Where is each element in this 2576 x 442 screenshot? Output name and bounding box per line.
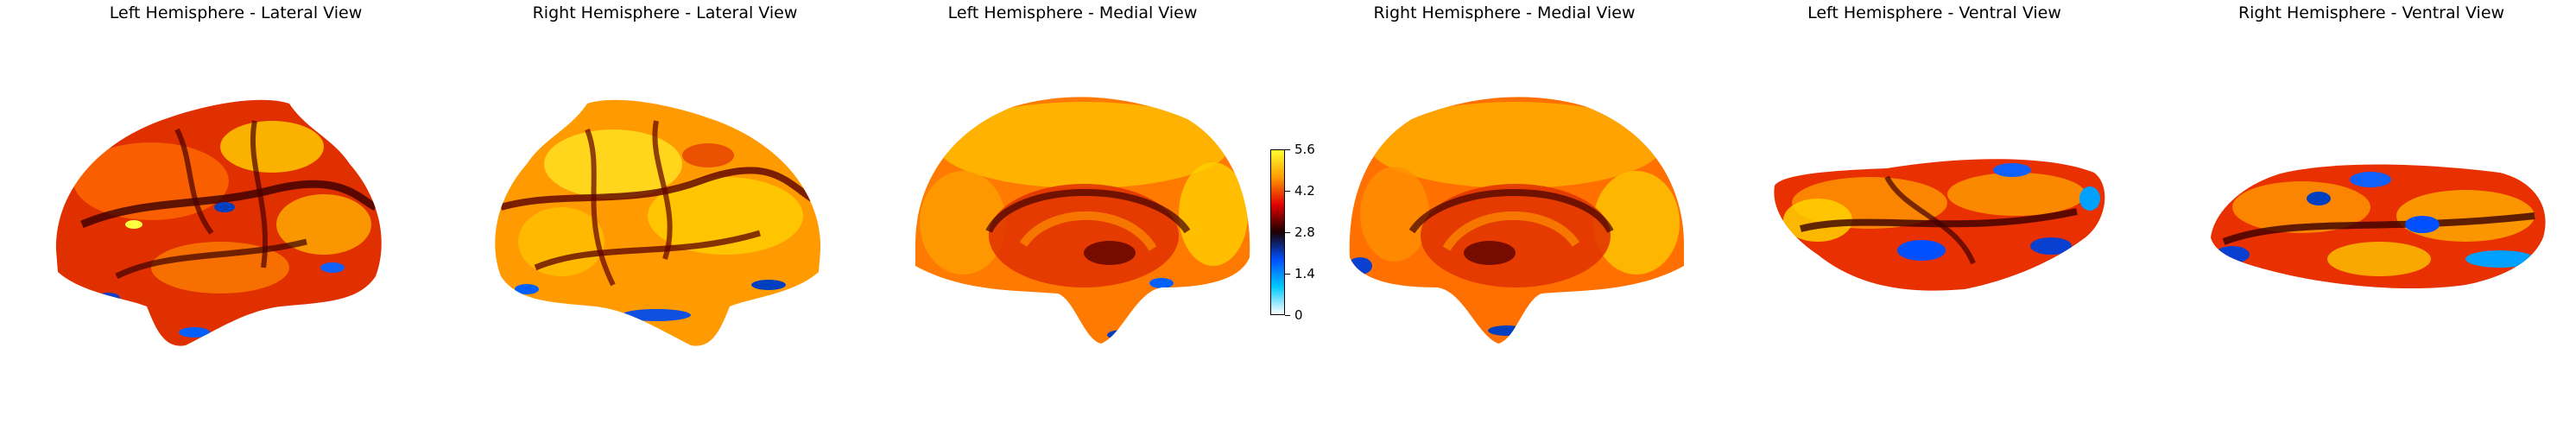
colorbar bbox=[1270, 149, 1285, 315]
brain-rh-medial bbox=[1349, 97, 1685, 344]
view-title-lh-ventral: Left Hemisphere - Ventral View bbox=[1807, 3, 2061, 22]
brain-lh-lateral bbox=[55, 99, 382, 346]
colorbar-tick-label: 1.4 bbox=[1294, 266, 1315, 281]
view-title-lh-medial: Left Hemisphere - Medial View bbox=[947, 3, 1198, 22]
colorbar-tick-mark bbox=[1285, 191, 1290, 192]
colorbar-tick-mark bbox=[1285, 149, 1290, 150]
colorbar-tick-mark bbox=[1285, 274, 1290, 275]
colorbar-tick-label: 0 bbox=[1294, 307, 1303, 323]
colorbar-tick-label: 4.2 bbox=[1294, 183, 1315, 199]
view-title-rh-lateral: Right Hemisphere - Lateral View bbox=[532, 3, 798, 22]
colorbar-tick-mark bbox=[1285, 315, 1290, 316]
brain-rh-ventral bbox=[2211, 164, 2546, 289]
brain-lh-medial bbox=[915, 97, 1250, 344]
view-title-lh-lateral: Left Hemisphere - Lateral View bbox=[109, 3, 363, 22]
colorbar-tick-mark bbox=[1285, 232, 1290, 233]
view-title-rh-medial: Right Hemisphere - Medial View bbox=[1373, 3, 1636, 22]
colorbar-tick-label: 2.8 bbox=[1294, 224, 1315, 240]
brain-lh-ventral bbox=[1774, 159, 2105, 291]
view-title-rh-ventral: Right Hemisphere - Ventral View bbox=[2237, 3, 2505, 22]
brain-rh-lateral bbox=[495, 99, 821, 346]
colorbar-tick-label: 5.6 bbox=[1294, 142, 1315, 157]
